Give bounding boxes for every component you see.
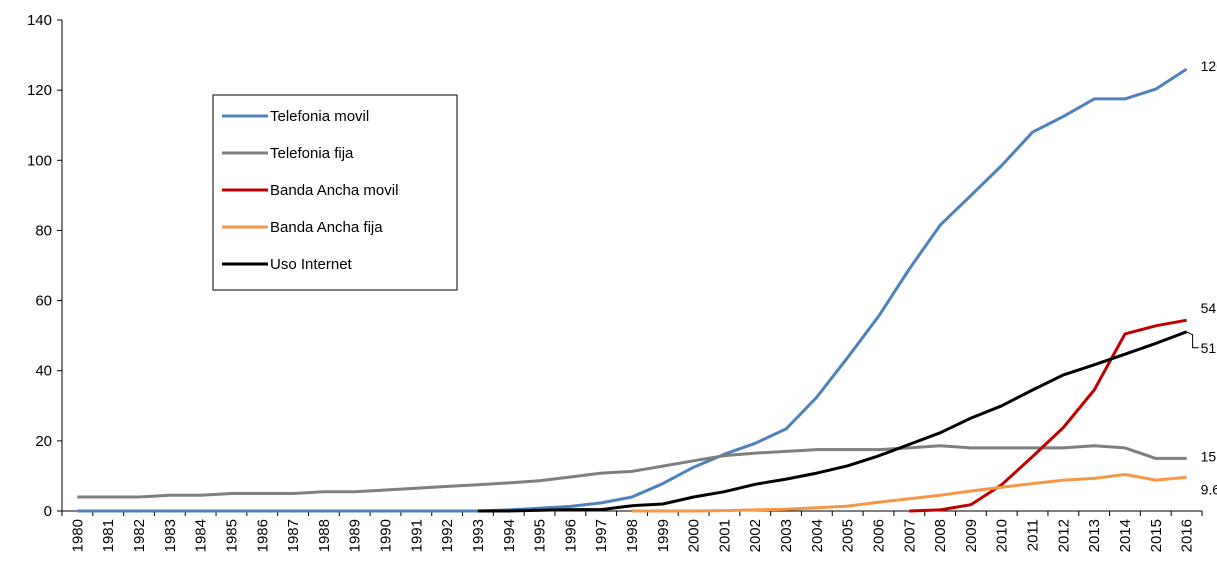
series-line: [632, 473, 1187, 513]
x-tick-label: 1990: [378, 519, 395, 552]
x-tick-label: 2011: [1025, 519, 1042, 551]
value-label: 15.0: [1201, 448, 1217, 464]
x-tick-label: 1981: [100, 519, 117, 552]
series-line: [909, 318, 1187, 513]
x-tick-label: 1986: [254, 519, 271, 552]
x-tick-label: 1988: [316, 519, 333, 552]
legend-label: Telefonia movil: [270, 108, 369, 125]
x-tick-label: 2009: [963, 519, 980, 552]
x-tick-label: 1983: [162, 519, 179, 552]
x-tick-label: 2001: [716, 519, 733, 552]
y-tick-label: 40: [35, 363, 52, 380]
x-tick-label: 1984: [193, 519, 210, 552]
series-line: [77, 444, 1187, 499]
x-tick-label: 2012: [1055, 519, 1072, 552]
x-tick-label: 2016: [1179, 519, 1196, 552]
value-label: 51.1: [1201, 340, 1217, 356]
leader-line: [1186, 331, 1199, 349]
x-tick-label: 2003: [778, 519, 795, 552]
series-line: [77, 67, 1188, 513]
legend-box: [212, 94, 458, 291]
legend-label: Banda Ancha fija: [270, 219, 383, 236]
x-tick-label: 2004: [809, 519, 826, 552]
x-tick-label: 1982: [131, 519, 148, 552]
legend-label: Telefonia fija: [270, 145, 354, 162]
x-tick-label: 1991: [408, 519, 425, 552]
x-tick-label: 2005: [840, 519, 857, 552]
y-tick-label: 100: [27, 152, 52, 169]
value-label: 54.4: [1201, 300, 1217, 316]
x-tick-label: 2007: [901, 519, 918, 552]
x-tick-label: 2008: [932, 519, 949, 552]
x-tick-label: 1993: [470, 519, 487, 552]
y-tick-label: 140: [27, 12, 52, 29]
x-tick-label: 1992: [439, 519, 456, 552]
y-tick-label: 60: [35, 293, 52, 310]
x-tick-label: 1985: [223, 519, 240, 552]
value-label: 9.6: [1201, 481, 1217, 497]
legend-label: Uso Internet: [270, 256, 353, 273]
y-tick-label: 120: [27, 82, 52, 99]
x-tick-label: 2013: [1086, 519, 1103, 552]
series-line: [477, 330, 1188, 513]
x-tick-label: 1999: [655, 519, 672, 552]
x-tick-label: 1994: [501, 519, 518, 552]
x-tick-label: 2000: [686, 519, 703, 552]
x-tick-label: 2002: [747, 519, 764, 552]
x-tick-label: 2015: [1148, 519, 1165, 552]
x-tick-label: 1997: [593, 519, 610, 552]
y-tick-label: 20: [35, 433, 52, 450]
x-tick-label: 2014: [1117, 519, 1134, 552]
x-tick-label: 1996: [562, 519, 579, 552]
x-tick-label: 1987: [285, 519, 302, 552]
y-tick-label: 0: [44, 503, 52, 520]
legend-label: Banda Ancha movil: [270, 182, 398, 199]
value-label: 126: [1201, 58, 1217, 74]
x-tick-label: 1998: [624, 519, 641, 552]
y-tick-label: 80: [35, 222, 52, 239]
x-tick-label: 1995: [532, 519, 549, 552]
x-tick-label: 1989: [347, 519, 364, 552]
x-tick-label: 1980: [69, 519, 86, 552]
x-tick-label: 2006: [870, 519, 887, 552]
x-tick-label: 2010: [994, 519, 1011, 552]
